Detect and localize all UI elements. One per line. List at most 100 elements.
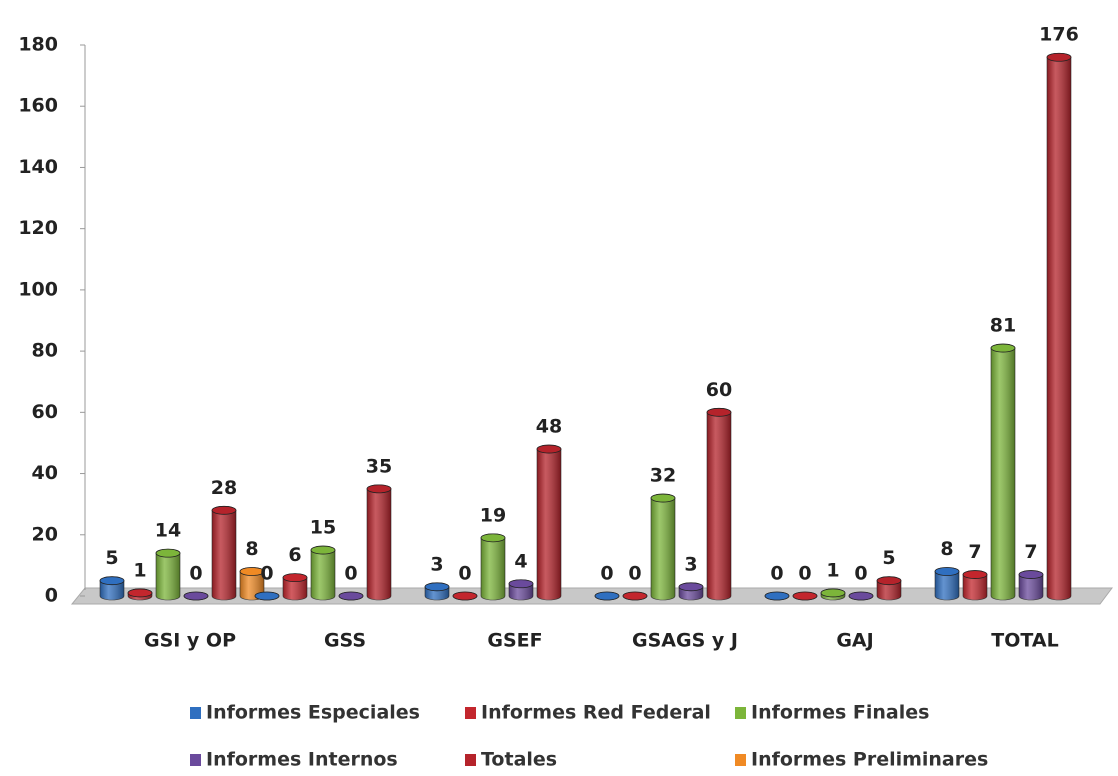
bar-cap (876, 576, 902, 586)
data-label: 3 (430, 553, 443, 575)
data-label: 5 (882, 547, 895, 569)
data-label: 5 (105, 547, 118, 569)
bar-cap (792, 591, 818, 601)
legend-label: Informes Finales (751, 702, 929, 724)
legend-swatch (190, 707, 201, 719)
data-label: 48 (536, 416, 562, 438)
bar-cap (452, 591, 478, 601)
data-label: 0 (628, 563, 641, 585)
bar-cap (1046, 52, 1072, 62)
bar-cap (764, 591, 790, 601)
bar-shade (240, 567, 264, 600)
y-tick-label: 120 (18, 217, 58, 239)
data-label: 32 (650, 465, 676, 487)
y-tick-label: 100 (18, 278, 58, 300)
bar-cap (820, 588, 846, 598)
legend-swatch (465, 754, 476, 766)
legend-label: Totales (481, 749, 557, 771)
bar-cap (183, 591, 209, 601)
bar-cap (962, 570, 988, 579)
bar-cap (480, 533, 506, 543)
data-label: 8 (245, 538, 258, 560)
data-label: 60 (706, 379, 732, 401)
data-label: 0 (189, 563, 202, 585)
bar-cap (282, 573, 308, 583)
bar-cap (338, 591, 364, 601)
bar-cap (848, 591, 874, 601)
data-label: 0 (854, 563, 867, 585)
bar-cap (127, 588, 153, 598)
bar-cap (508, 579, 534, 589)
legend-swatch (735, 754, 746, 766)
x-tick-label: GAJ (836, 630, 873, 652)
data-label: 81 (990, 315, 1016, 337)
data-label: 19 (480, 504, 506, 526)
legend-label: Informes Preliminares (751, 749, 988, 771)
bar-shade (212, 506, 236, 600)
y-tick-label: 180 (18, 34, 58, 56)
legend-label: Informes Internos (206, 749, 398, 771)
bar-cap (536, 444, 562, 454)
y-tick-label: 160 (18, 95, 58, 117)
legend-label: Informes Especiales (206, 702, 420, 724)
data-label: 14 (155, 520, 181, 542)
data-label: 35 (366, 455, 392, 477)
bar-shade (156, 549, 180, 600)
data-label: 8 (940, 538, 953, 560)
bar-cap (99, 576, 125, 586)
bar-cap (990, 343, 1016, 353)
bar-cap (678, 582, 704, 592)
bar-cap (622, 591, 648, 601)
bar-cap (594, 591, 620, 601)
bar-shade (311, 546, 335, 600)
data-label: 0 (798, 563, 811, 585)
bar-shade (651, 494, 675, 600)
y-tick-label: 80 (32, 340, 58, 362)
data-label: 1 (826, 559, 839, 581)
bar-cap (424, 582, 450, 592)
bar-shade (367, 484, 392, 600)
bar-shade (481, 533, 506, 600)
data-label: 3 (684, 553, 697, 575)
legend-swatch (735, 707, 746, 719)
x-tick-label: GSEF (487, 630, 542, 652)
legend-swatch (465, 707, 476, 719)
data-label: 15 (310, 517, 336, 539)
data-label: 0 (770, 563, 783, 585)
y-tick-label: 0 (45, 585, 58, 607)
data-label: 0 (600, 563, 613, 585)
bar-cap (706, 407, 732, 417)
y-tick-label: 20 (32, 523, 58, 545)
data-label: 176 (1039, 24, 1079, 46)
data-label: 28 (211, 477, 237, 499)
bar-shade (707, 408, 731, 600)
bar-shade (935, 567, 959, 600)
y-tick-label: 40 (32, 462, 58, 484)
x-tick-label: TOTAL (991, 630, 1058, 652)
bar-shade (991, 344, 1015, 600)
bar-cap (211, 505, 237, 515)
y-tick-label: 60 (32, 401, 58, 423)
data-label: 0 (344, 563, 357, 585)
data-label: 0 (458, 563, 471, 585)
bar-cap (1018, 570, 1044, 579)
bar-cap (934, 567, 960, 576)
legend-label: Informes Red Federal (481, 702, 711, 724)
bar-cap (650, 493, 676, 503)
legend-swatch (190, 754, 201, 766)
data-label: 7 (1024, 541, 1037, 563)
data-label: 0 (260, 563, 273, 585)
y-tick-label: 140 (18, 156, 58, 178)
x-tick-label: GSS (324, 630, 366, 652)
x-tick-label: GSAGS y J (632, 630, 738, 652)
bar-cap (366, 484, 392, 494)
data-label: 7 (968, 541, 981, 563)
x-tick-label: GSI y OP (144, 630, 236, 652)
bar-cap (254, 591, 280, 601)
data-label: 1 (133, 559, 146, 581)
bar-cap (310, 545, 336, 555)
data-label: 6 (288, 544, 301, 566)
bar-shade (537, 445, 561, 600)
data-label: 4 (514, 550, 527, 572)
